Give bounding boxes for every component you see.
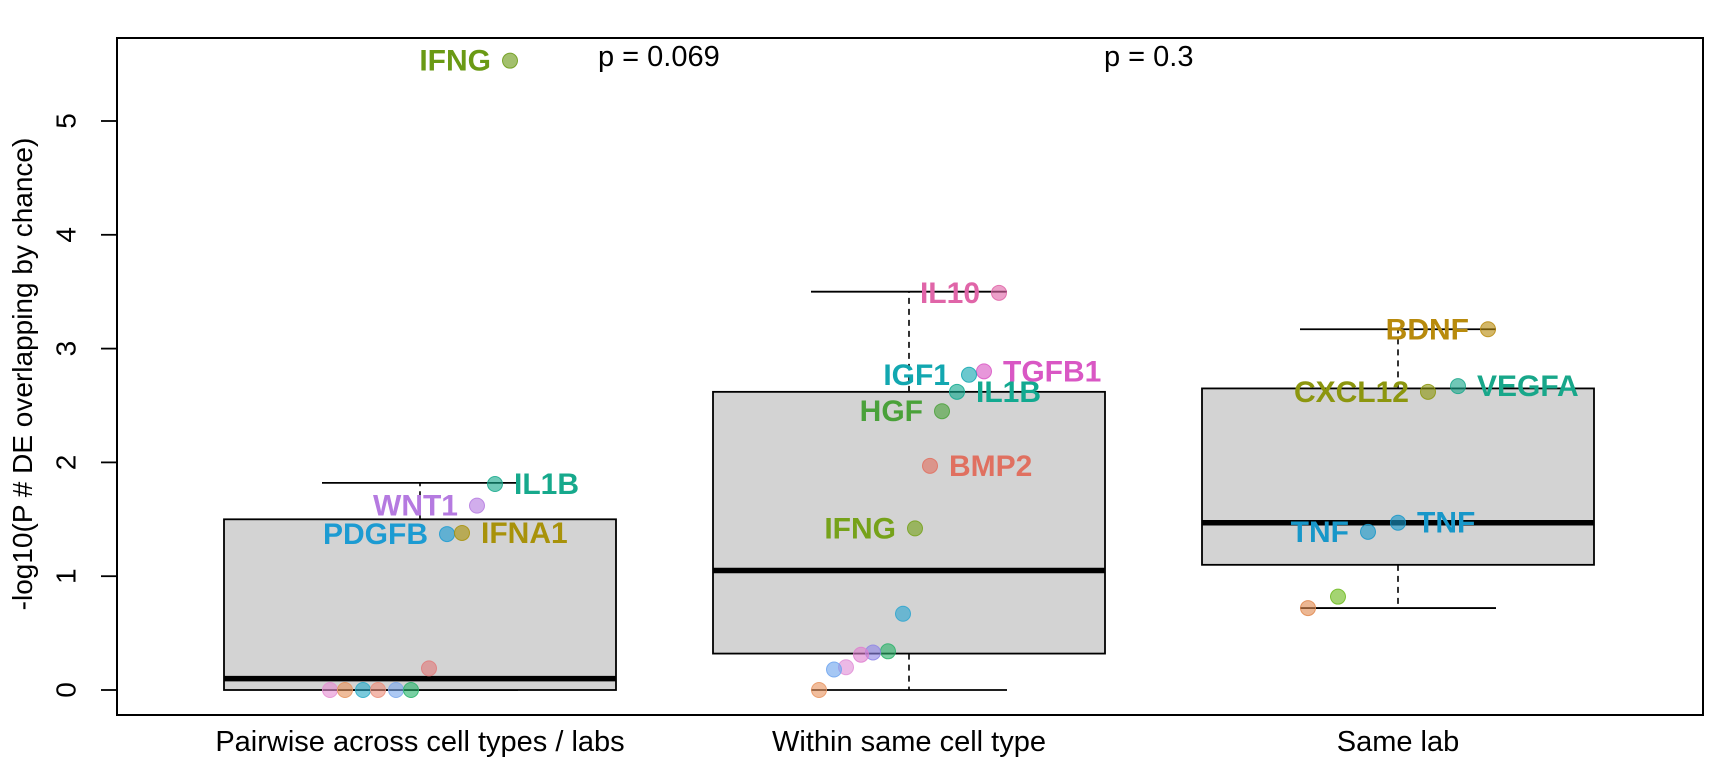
data-point — [826, 661, 842, 678]
point-label: IL1B — [514, 468, 579, 501]
data-point — [487, 476, 503, 493]
x-category-label: Within same cell type — [772, 726, 1046, 758]
y-tick-label: 1 — [51, 568, 82, 584]
box-group-3 — [1201, 328, 1595, 609]
data-point — [421, 660, 437, 677]
box-iqr — [1201, 387, 1595, 566]
p-value-label: p = 0.069 — [598, 41, 720, 73]
data-point — [1330, 588, 1346, 605]
y-tick-label: 5 — [51, 113, 82, 129]
box-iqr — [223, 518, 617, 691]
box-group-1 — [223, 481, 617, 691]
data-point — [811, 682, 827, 698]
point-label: TNF — [1291, 516, 1349, 549]
data-point — [961, 366, 977, 383]
point-label: IGF1 — [883, 359, 950, 392]
boxes-layer — [223, 290, 1595, 691]
data-point — [1420, 383, 1436, 400]
data-point — [355, 682, 371, 698]
y-tick-label: 0 — [51, 682, 82, 698]
data-point — [1360, 523, 1376, 540]
data-point — [991, 284, 1007, 301]
box-group-2 — [712, 290, 1106, 691]
data-point — [895, 605, 911, 622]
axes-layer: p = 0.069 p = 0.3 0 1 2 3 4 5 Pairwise across ce… — [51, 37, 1704, 758]
data-point — [1480, 321, 1496, 338]
point-label: IFNG — [419, 45, 491, 78]
data-point — [322, 682, 338, 698]
data-point — [388, 682, 404, 698]
y-tick-label: 2 — [51, 455, 82, 471]
data-point — [934, 403, 950, 420]
data-point — [370, 682, 386, 698]
data-point — [976, 363, 992, 380]
x-category-label: Pairwise across cell types / labs — [215, 726, 624, 758]
x-category-label: Same lab — [1337, 726, 1460, 758]
point-label: HGF — [860, 395, 923, 428]
data-point — [502, 52, 518, 69]
data-point — [880, 643, 896, 660]
data-point — [1390, 514, 1406, 531]
data-point — [469, 497, 485, 514]
point-label: TGFB1 — [1003, 355, 1101, 388]
point-label: IFNA1 — [481, 517, 568, 550]
point-label: IL10 — [920, 277, 980, 310]
y-tick-label: 3 — [51, 341, 82, 357]
point-label: IL1B — [976, 376, 1041, 409]
data-point — [907, 520, 923, 537]
data-point — [949, 383, 965, 400]
data-point — [403, 682, 419, 698]
point-label: BDNF — [1386, 313, 1469, 346]
data-point — [1300, 600, 1316, 617]
p-value-label: p = 0.3 — [1104, 41, 1194, 73]
point-label: BMP2 — [949, 450, 1032, 483]
data-point — [1450, 378, 1466, 395]
point-label: IFNG — [824, 512, 896, 545]
y-axis-title: -log10(P # DE overlapping by chance) — [7, 138, 38, 611]
data-point — [454, 524, 470, 541]
plot-frame — [116, 37, 1704, 716]
point-label: WNT1 — [373, 490, 458, 523]
data-point — [439, 526, 455, 543]
point-label: PDGFB — [323, 518, 428, 551]
point-label: CXCL12 — [1294, 376, 1409, 409]
data-point — [337, 682, 353, 698]
data-point — [853, 646, 869, 663]
point-label: TNF — [1417, 507, 1475, 540]
y-tick-label: 4 — [51, 227, 82, 243]
point-label: VEGFA — [1477, 370, 1579, 403]
data-point — [922, 457, 938, 474]
